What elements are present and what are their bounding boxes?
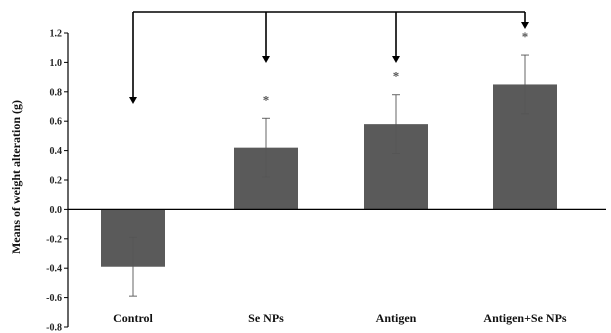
category-label: Control [113, 311, 153, 325]
y-tick-label: 0.2 [50, 176, 63, 187]
bracket-arrow-head [129, 97, 137, 104]
y-tick-label: 0.8 [50, 87, 63, 98]
comparison-bracket [129, 11, 529, 104]
bracket-arrow-head [392, 56, 400, 63]
significance-star: * [522, 29, 529, 44]
bars: * * * [101, 29, 557, 297]
y-tick-label: 1.2 [50, 29, 63, 40]
y-tick-label: 1.0 [50, 58, 63, 69]
y-tick-label: -0.6 [46, 293, 62, 304]
y-tick-label: -0.2 [46, 234, 62, 245]
category-labels: Control Se NPs Antigen Antigen+Se NPs [113, 311, 567, 325]
category-label: Antigen+Se NPs [483, 311, 567, 325]
y-tick-label: 0.4 [50, 146, 63, 157]
y-axis-ticks: 1.2 1.0 0.8 0.6 0.4 0.2 0.0 -0.2 -0.4 -0.6 -0.8 [46, 29, 68, 333]
significance-star: * [263, 92, 270, 107]
category-label: Antigen [376, 311, 417, 325]
y-tick-label: 0.6 [50, 117, 63, 128]
y-tick-label: -0.8 [46, 323, 62, 333]
y-axis-title: Means of weight alteration (g) [9, 100, 23, 254]
y-tick-label: 0.0 [50, 205, 63, 216]
y-tick-label: -0.4 [46, 264, 62, 275]
category-label: Se NPs [248, 311, 284, 325]
bracket-arrow-head [262, 56, 270, 63]
significance-star: * [393, 69, 400, 84]
bracket-arrow-head [521, 22, 529, 29]
